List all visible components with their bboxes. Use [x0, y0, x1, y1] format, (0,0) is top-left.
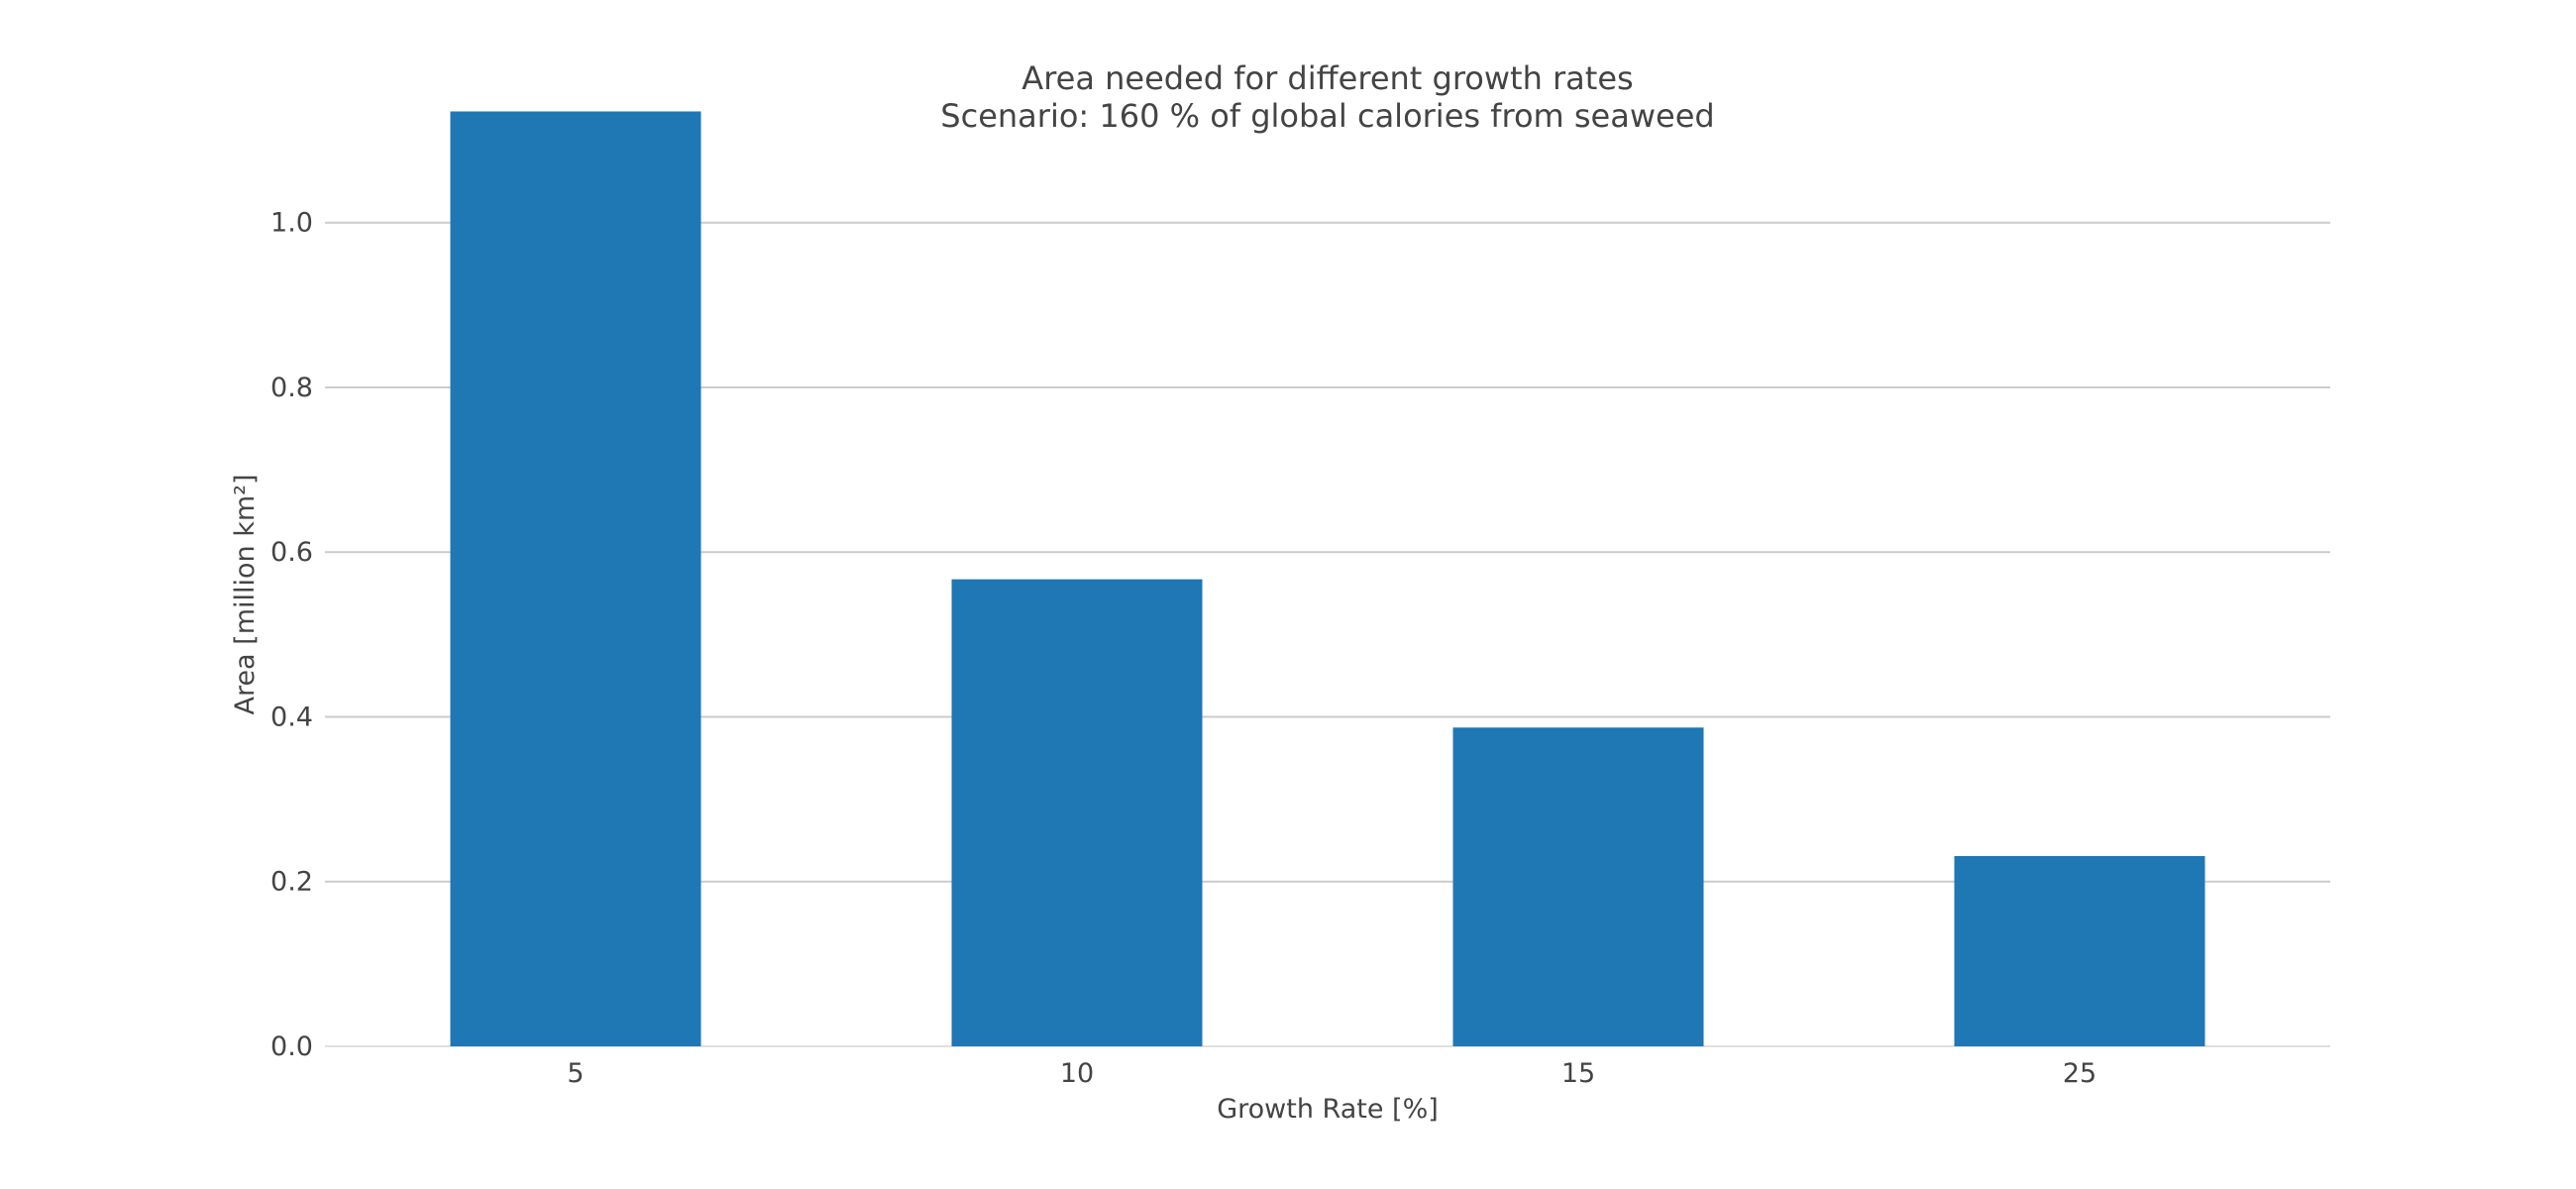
y-axis-label: Area [million km²]	[230, 474, 261, 714]
y-tick-label: 0.2	[270, 867, 313, 898]
y-tick-label: 0.0	[270, 1031, 313, 1062]
bar	[1954, 855, 2205, 1046]
bars	[450, 111, 2205, 1047]
y-tick-label: 0.6	[270, 537, 313, 568]
y-tick-label: 0.4	[270, 702, 313, 732]
x-tick-labels: 5 10 15 25	[567, 1058, 2096, 1089]
bar	[1452, 727, 1704, 1046]
x-axis-label: Growth Rate [%]	[1217, 1094, 1439, 1125]
chart-subtitle: Scenario: 160 % of global calories from …	[940, 97, 1714, 135]
y-tick-label: 0.8	[270, 373, 313, 403]
x-tick-label: 25	[2063, 1058, 2096, 1089]
x-tick-label: 10	[1060, 1058, 1094, 1089]
x-tick-label: 5	[567, 1058, 584, 1089]
bar	[450, 111, 701, 1047]
chart-title: Area needed for different growth rates	[1021, 59, 1633, 97]
x-tick-label: 15	[1561, 1058, 1595, 1089]
y-tick-label: 1.0	[270, 208, 313, 239]
bar	[951, 579, 1203, 1046]
y-tick-labels: 0.0 0.2 0.4 0.6 0.8 1.0	[270, 208, 313, 1062]
